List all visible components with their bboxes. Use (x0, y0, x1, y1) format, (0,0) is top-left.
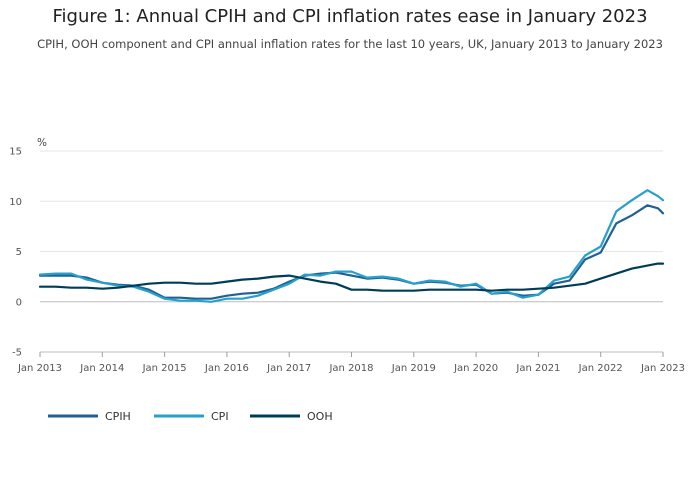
x-tick-label: Jan 2020 (453, 363, 498, 374)
chart-title: Figure 1: Annual CPIH and CPI inflation … (52, 6, 648, 27)
x-tick-label: Jan 2018 (328, 363, 373, 374)
y-tick-label: -5 (12, 348, 22, 359)
x-tick-label: Jan 2014 (79, 363, 124, 374)
series-line-cpi (38, 189, 665, 303)
x-tick-label: Jan 2023 (640, 363, 685, 374)
series-line-cpih (38, 204, 665, 300)
y-tick-label: 10 (9, 197, 22, 208)
y-tick-label: 5 (16, 247, 22, 258)
gridlines (40, 150, 663, 353)
x-tick-label: Jan 2019 (391, 363, 436, 374)
y-axis-unit: % (37, 137, 47, 149)
legend-label-ooh: OOH (307, 410, 333, 423)
chart-subtitle: CPIH, OOH component and CPI annual infla… (37, 37, 663, 51)
axes: 15 10 5 0 -5% Jan 2013 Jan 2014 Jan 2015 Jan 201… (9, 137, 685, 374)
x-tick-label: Jan 2013 (17, 363, 62, 374)
x-tick-label: Jan 2016 (204, 363, 249, 374)
x-tick-label: Jan 2021 (515, 363, 560, 374)
x-tick-label: Jan 2017 (266, 363, 311, 374)
legend: CPIH CPI OOH (48, 410, 333, 423)
series-lines (38, 189, 665, 303)
x-tick-label: Jan 2015 (142, 363, 187, 374)
legend-label-cpi: CPI (211, 410, 229, 423)
x-tick-label: Jan 2022 (578, 363, 623, 374)
series-line-ooh (38, 262, 665, 292)
legend-label-cpih: CPIH (105, 410, 131, 423)
y-tick-label: 0 (16, 297, 22, 308)
y-tick-label: 15 (9, 147, 22, 158)
